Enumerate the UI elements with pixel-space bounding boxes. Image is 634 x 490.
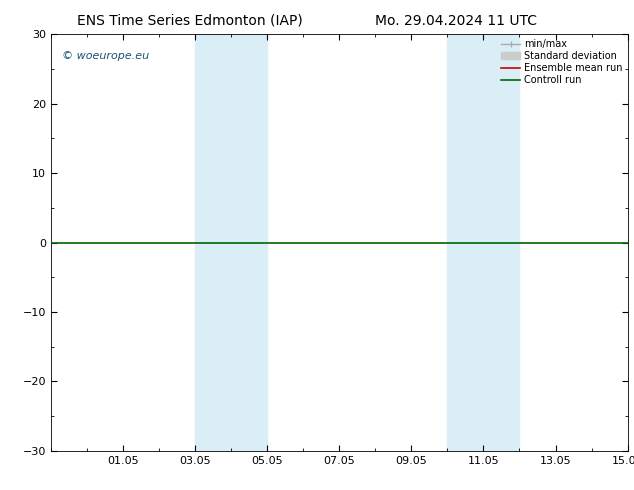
Legend: min/max, Standard deviation, Ensemble mean run, Controll run: min/max, Standard deviation, Ensemble me… <box>499 37 624 87</box>
Bar <box>448 34 519 451</box>
Text: Mo. 29.04.2024 11 UTC: Mo. 29.04.2024 11 UTC <box>375 14 538 28</box>
Bar <box>195 34 267 451</box>
Text: ENS Time Series Edmonton (IAP): ENS Time Series Edmonton (IAP) <box>77 14 303 28</box>
Text: © woeurope.eu: © woeurope.eu <box>62 51 150 61</box>
